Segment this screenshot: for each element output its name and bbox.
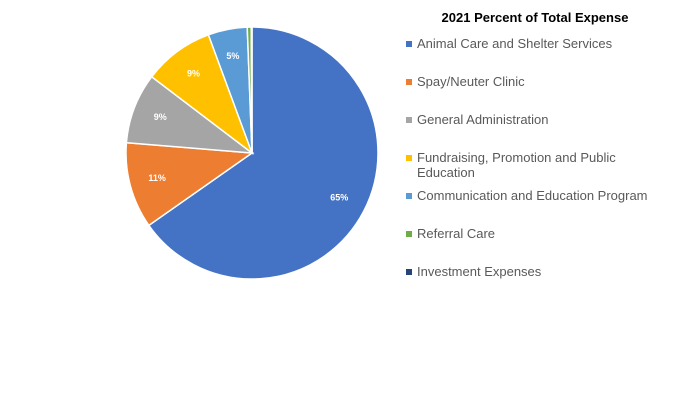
chart-title: 2021 Percent of Total Expense (441, 10, 629, 25)
legend-swatch-7 (406, 269, 412, 275)
legend-item-6: Referral Care (406, 226, 666, 264)
pie-slice-1 (147, 26, 379, 280)
legend-label-6: Referral Care (417, 226, 496, 241)
legend-label-5: Communication and Education Program (417, 188, 648, 203)
legend-swatch-4 (406, 155, 412, 161)
legend-label-4: Fundraising, Promotion and Public Educat… (417, 150, 616, 180)
legend-swatch-5 (406, 193, 412, 199)
legend-item-1: Animal Care and Shelter Services (406, 36, 666, 74)
data-label-5: 5% (226, 51, 239, 61)
legend-label-3: General Administration (417, 112, 549, 127)
pie-slice-7 (250, 26, 253, 154)
legend-swatch-2 (406, 79, 412, 85)
pie-chart-plot: 65% 11% 9% 9% 5% (125, 26, 379, 280)
data-label-4: 9% (187, 68, 200, 78)
legend-item-4: Fundraising, Promotion and Public Educat… (406, 150, 666, 188)
chart-legend: Animal Care and Shelter Services Spay/Neu… (406, 36, 666, 302)
legend-item-3: General Administration (406, 112, 666, 150)
legend-item-2: Spay/Neuter Clinic (406, 74, 666, 112)
data-label-2: 11% (148, 173, 166, 183)
legend-label-2: Spay/Neuter Clinic (417, 74, 525, 89)
legend-label-7: Investment Expenses (417, 264, 542, 279)
legend-swatch-6 (406, 231, 412, 237)
data-label-3: 9% (154, 112, 167, 122)
legend-swatch-1 (406, 41, 412, 47)
legend-label-1: Animal Care and Shelter Services (417, 36, 613, 51)
legend-item-7: Investment Expenses (406, 264, 666, 302)
pie-slice-2 (125, 141, 255, 227)
legend-item-5: Communication and Education Program (406, 188, 666, 226)
data-label-1: 65% (330, 193, 348, 203)
legend-swatch-3 (406, 117, 412, 123)
